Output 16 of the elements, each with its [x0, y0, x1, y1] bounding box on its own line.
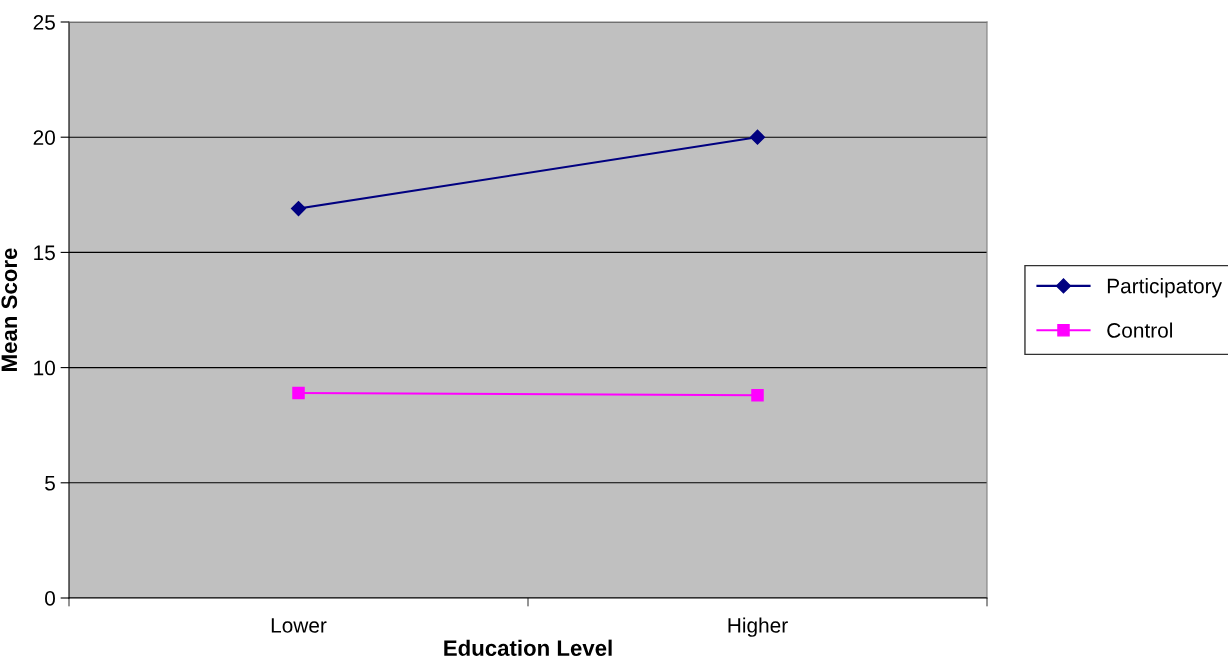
- y-axis-title: Mean Score: [1, 248, 18, 371]
- y-tick-label: 15: [34, 245, 55, 261]
- point: [751, 388, 764, 402]
- y-tick-label: 20: [33, 130, 55, 145]
- x-tick-label: Lower: [271, 618, 327, 633]
- legend-label: Participatory: [1107, 278, 1222, 298]
- legend-label: Control: [1107, 322, 1172, 338]
- x-tick-label: Higher: [728, 617, 788, 637]
- y-tick-label: 5: [45, 476, 55, 491]
- x-axis-title: Education Level: [444, 639, 612, 656]
- y-tick-label: 25: [33, 15, 55, 30]
- y-tick-label: 10: [34, 360, 55, 376]
- point: [292, 386, 305, 400]
- y-tick-label: 0: [45, 591, 55, 606]
- point: [290, 201, 307, 217]
- point: [749, 129, 766, 145]
